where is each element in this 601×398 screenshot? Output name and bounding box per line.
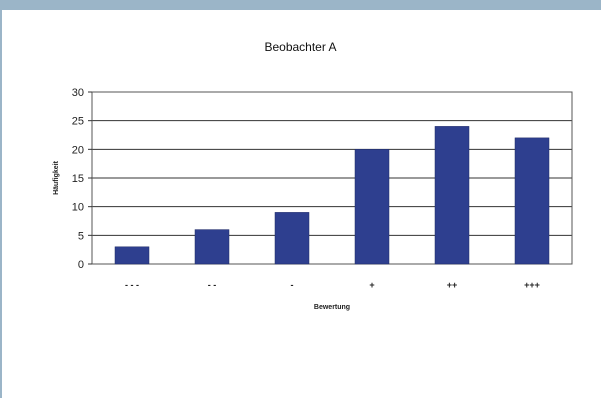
x-tick-label: + (369, 280, 374, 290)
bar-3 (354, 149, 390, 265)
y-tick-label: 25 (72, 116, 84, 128)
bar-5 (514, 137, 550, 265)
y-tick-label: 30 (72, 87, 84, 99)
chart-title: Beobachter A (264, 40, 337, 54)
bar-0 (114, 246, 150, 265)
x-tick-label: - (291, 280, 294, 290)
window-top-band (0, 0, 601, 10)
window-left-border (0, 10, 2, 398)
y-tick-label: 0 (78, 259, 84, 271)
x-tick-label: ++ (447, 280, 458, 290)
x-tick-label: - - (208, 280, 217, 290)
x-tick-label: +++ (524, 280, 540, 290)
y-axis-label: Häufigkeit (53, 160, 60, 195)
x-tick-labels: - - -- - - + ++ +++ (125, 280, 540, 290)
bars (114, 126, 550, 265)
x-tick-label: - - - (125, 280, 139, 290)
y-tick-label: 10 (72, 202, 84, 214)
y-tick-label: 20 (72, 144, 84, 156)
bar-4 (434, 126, 470, 265)
y-tick-labels: 0 5 10 15 20 25 30 (72, 87, 92, 271)
y-tick-label: 15 (72, 173, 84, 185)
y-tick-label: 5 (78, 230, 84, 242)
gridlines (92, 120, 572, 236)
x-axis-label: Bewertung (314, 304, 350, 311)
bar-2 (274, 212, 310, 265)
bar-1 (194, 229, 230, 265)
